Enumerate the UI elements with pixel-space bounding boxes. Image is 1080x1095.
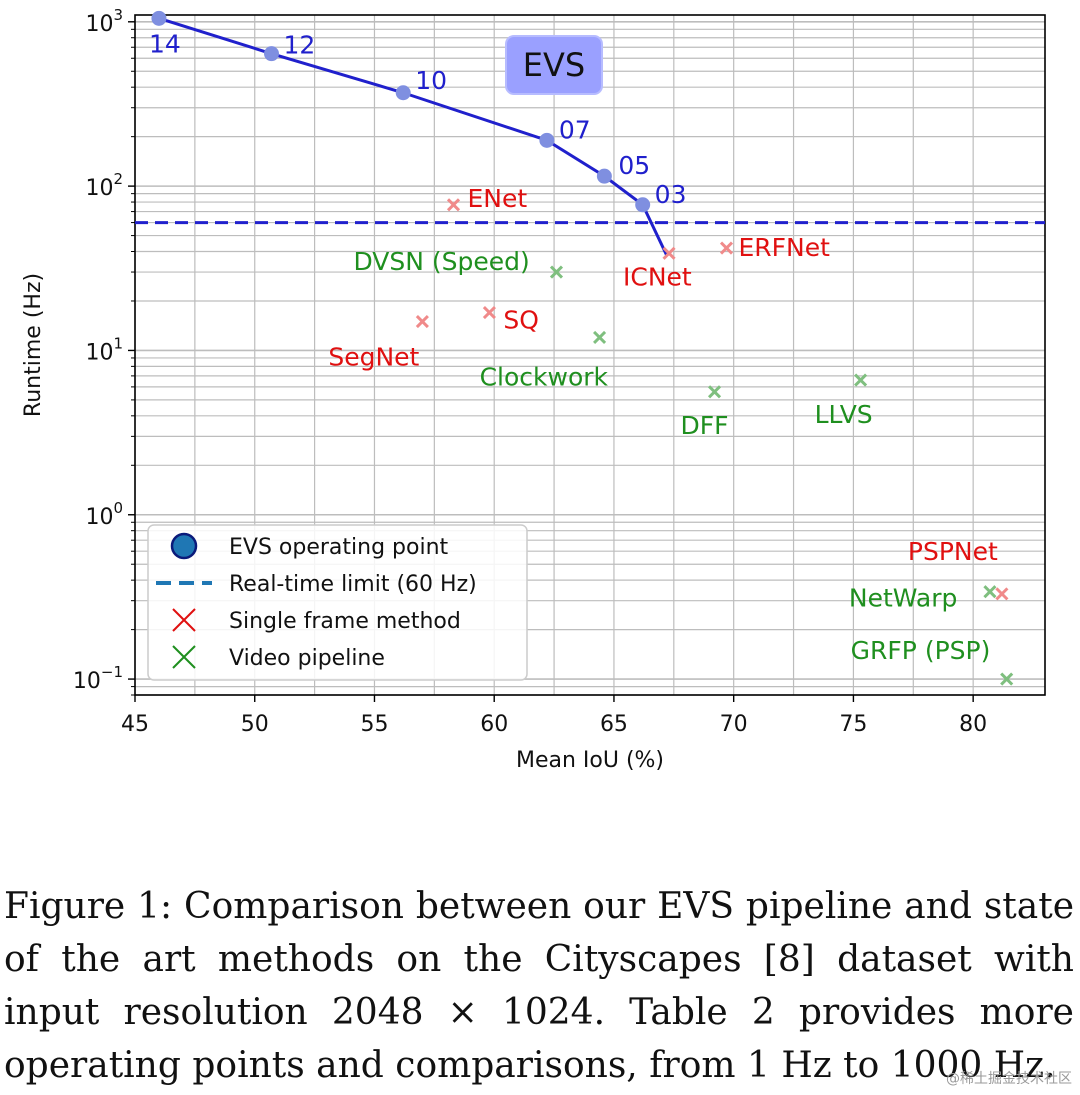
evs-point — [264, 46, 279, 62]
video-pipeline-label: NetWarp — [849, 584, 957, 613]
x-tick-label: 80 — [959, 712, 987, 737]
video-pipeline-label: DVSN (Speed) — [353, 247, 529, 276]
x-axis-label: Mean IoU (%) — [516, 748, 664, 773]
runtime-vs-miou-chart: 45 50 55 60 65 70 75 80 10−1 100 101 102 103 Mean IoU… — [21, 6, 1046, 773]
x-tick-label: 65 — [600, 712, 628, 737]
evs-point-label: 05 — [618, 151, 650, 180]
single-frame-marker — [446, 198, 461, 212]
evs-badge: EVS — [505, 35, 603, 95]
single-frame-label: ERFNet — [739, 233, 831, 262]
legend-label: Video pipeline — [229, 646, 385, 671]
video-pipeline-label: Clockwork — [480, 362, 609, 391]
y-tick-label: 102 — [85, 170, 123, 201]
legend: EVS operating point Real-time limit (60 H… — [147, 524, 528, 681]
x-tick-label: 55 — [360, 712, 388, 737]
legend-cross-marker — [172, 645, 196, 669]
video-pipeline-marker — [593, 330, 607, 344]
single-frame-marker — [995, 587, 1009, 601]
y-tick-label: 103 — [85, 6, 123, 37]
cross-stroke — [662, 246, 676, 260]
cross-stroke — [983, 585, 997, 599]
evs-point — [395, 85, 411, 101]
grid — [134, 15, 1045, 696]
cross-stroke — [707, 385, 722, 399]
cross-stroke — [854, 373, 868, 387]
cross-stroke — [719, 241, 734, 255]
figure-caption: Figure 1: Comparison between our EVS pip… — [4, 886, 1074, 1086]
video-pipeline-marker — [1000, 672, 1014, 686]
video-pipeline-marker — [854, 373, 868, 387]
legend-cross-marker — [172, 608, 196, 632]
cross-stroke — [593, 330, 607, 344]
single-frame-label: SegNet — [328, 343, 419, 372]
legend-item-single: Single frame method — [172, 608, 461, 634]
evs-point — [539, 132, 555, 148]
watermark: @稀土掘金技术社区 — [946, 1071, 1072, 1087]
single-frame-label: PSPNet — [908, 537, 998, 566]
evs-point-label: 14 — [149, 29, 181, 58]
video-pipeline-label: LLVS — [815, 400, 873, 429]
x-tick-label: 75 — [839, 712, 867, 737]
video-pipeline-label: GRFP (PSP) — [851, 636, 991, 665]
evs-point-label: 10 — [415, 66, 447, 95]
y-tick-label: 101 — [85, 334, 123, 365]
y-tick-label: 10−1 — [73, 663, 123, 694]
single-frame-label: SQ — [503, 306, 539, 335]
single-frame-marker — [482, 306, 496, 320]
video-pipeline-marker — [983, 585, 997, 599]
cross-stroke — [482, 306, 496, 320]
cross-stroke — [415, 314, 429, 329]
evs-point — [596, 168, 612, 184]
evs-point — [635, 197, 651, 213]
evs-badge-box — [505, 35, 603, 95]
x-tick-label: 50 — [241, 712, 269, 737]
single-frame-marker — [662, 246, 676, 260]
video-pipeline-marker — [549, 265, 564, 279]
legend-label: EVS operating point — [229, 535, 449, 560]
single-frame-marker — [415, 314, 429, 329]
evs-point-label: 07 — [559, 115, 591, 144]
cross-stroke — [995, 587, 1009, 601]
evs-badge-text: EVS — [523, 46, 585, 84]
x-tick-label: 60 — [480, 712, 508, 737]
plot-frame — [134, 14, 1046, 696]
legend-label: Single frame method — [229, 609, 461, 634]
evs-point-label: 12 — [284, 31, 316, 60]
legend-item-video: Video pipeline — [172, 645, 385, 671]
legend-item-limit: Real-time limit (60 Hz) — [156, 572, 477, 597]
legend-label: Real-time limit (60 Hz) — [229, 572, 477, 597]
cross-stroke — [1000, 672, 1014, 686]
single-frame-marker — [719, 241, 734, 255]
cross-stroke — [446, 198, 461, 212]
x-tick-label: 45 — [121, 712, 149, 737]
x-tick-label: 70 — [720, 712, 748, 737]
video-pipeline-label: DFF — [681, 411, 729, 440]
evs-point-label: 03 — [655, 180, 687, 209]
single-frame-label: ENet — [468, 184, 528, 213]
evs-point — [151, 10, 167, 26]
cross-stroke — [549, 265, 564, 279]
legend-box — [147, 524, 528, 681]
video-pipeline-marker — [707, 385, 722, 399]
single-frame-label: ICNet — [623, 262, 692, 291]
y-axis-label: Runtime (Hz) — [21, 273, 46, 417]
y-tick-label: 100 — [85, 499, 123, 530]
legend-circle-marker — [170, 532, 198, 560]
legend-item-evs: EVS operating point — [170, 532, 449, 560]
